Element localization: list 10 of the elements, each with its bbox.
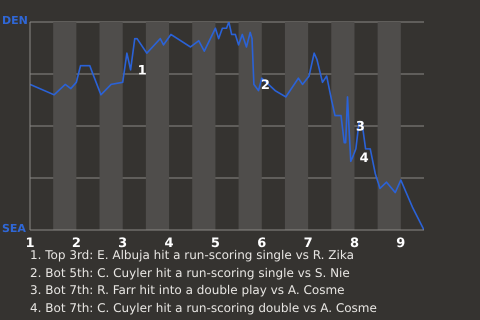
text: 2. Bot 5th: C. Cuyler hit a run-scoring single vs S. Nie (30, 264, 351, 282)
text: 4. Bot 7th: C. Cuyler hit a run-scoring double vs A. Cosme (30, 300, 377, 316)
annotation: 2 (260, 78, 270, 94)
text: DEN (2, 14, 28, 28)
text: 3. Bot 7th: R. Farr hit into a double play vs A. Cosme (30, 282, 346, 299)
annotation: 3 (356, 120, 365, 135)
text: SEA (2, 222, 26, 236)
annotation: 4 (360, 150, 369, 166)
annotation: 1 (138, 63, 147, 78)
x-tick-label: 9 (396, 236, 406, 252)
